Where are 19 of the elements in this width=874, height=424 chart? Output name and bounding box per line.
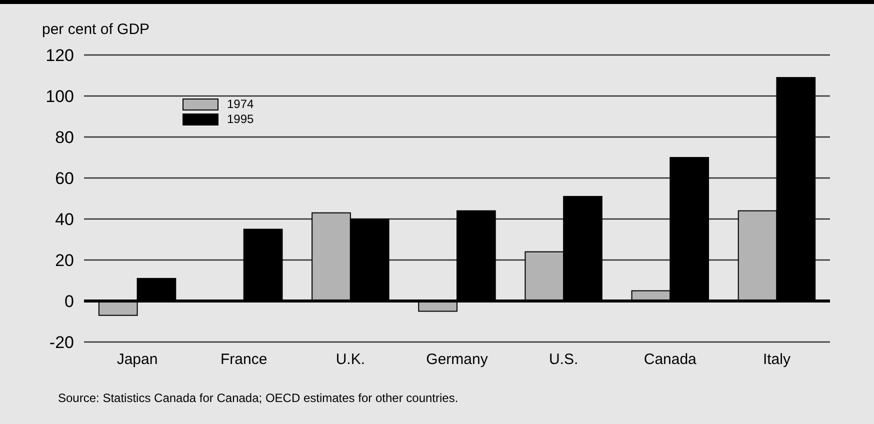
- x-tick-label: Japan: [116, 351, 158, 368]
- y-tick-label: 20: [55, 250, 74, 270]
- x-tick-label: U.K.: [336, 351, 366, 368]
- x-tick-label: France: [220, 351, 268, 368]
- y-tick-label: 80: [55, 128, 74, 147]
- x-tick-label: Germany: [426, 351, 488, 368]
- source-note: Source: Statistics Canada for Canada; OECD estimates for other countries.: [58, 391, 458, 405]
- y-tick-label: 60: [55, 168, 74, 188]
- y-tick-label: 40: [55, 210, 74, 229]
- y-tick-label: 0: [64, 292, 74, 311]
- legend-label: 1974: [227, 97, 254, 112]
- x-tick-label: Italy: [762, 351, 791, 368]
- legend-label: 1995: [227, 112, 254, 126]
- y-axis-title: per cent of GDP: [42, 21, 150, 38]
- y-tick-label: 120: [46, 46, 74, 65]
- y-tick-label: 100: [46, 86, 74, 106]
- y-tick-label: -20: [49, 332, 74, 352]
- x-tick-label: Canada: [644, 351, 698, 368]
- x-tick-label: U.S.: [548, 351, 578, 368]
